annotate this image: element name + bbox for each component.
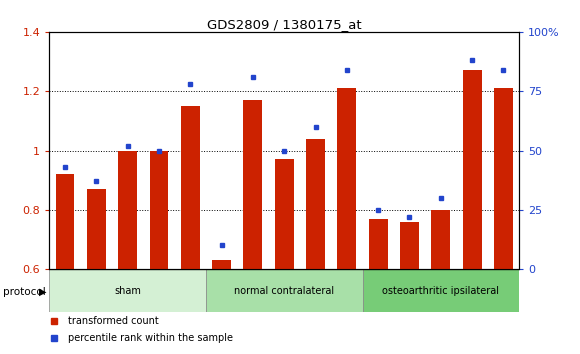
Bar [244,100,262,269]
Bar [49,269,206,312]
Bar [212,260,231,269]
Bar [181,106,200,269]
Bar [56,174,74,269]
Text: osteoarthritic ipsilateral: osteoarthritic ipsilateral [382,286,499,296]
Text: transformed count: transformed count [68,316,159,326]
Bar [206,269,362,312]
Bar [306,139,325,269]
Bar [338,88,356,269]
Bar [118,150,137,269]
Text: percentile rank within the sample: percentile rank within the sample [68,333,233,343]
Bar [494,88,513,269]
Bar [150,150,168,269]
Title: GDS2809 / 1380175_at: GDS2809 / 1380175_at [207,18,361,31]
Text: protocol: protocol [3,287,46,297]
Bar [275,159,293,269]
Bar [432,210,450,269]
Bar [362,269,519,312]
Bar [87,189,106,269]
Bar [369,219,387,269]
Text: sham: sham [114,286,141,296]
Text: ▶: ▶ [39,287,47,297]
Bar [400,222,419,269]
Bar [463,70,481,269]
Text: normal contralateral: normal contralateral [234,286,334,296]
